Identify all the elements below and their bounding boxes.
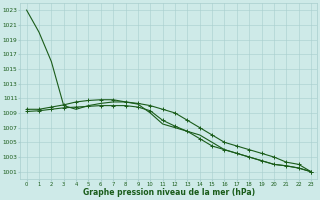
X-axis label: Graphe pression niveau de la mer (hPa): Graphe pression niveau de la mer (hPa)	[83, 188, 255, 197]
